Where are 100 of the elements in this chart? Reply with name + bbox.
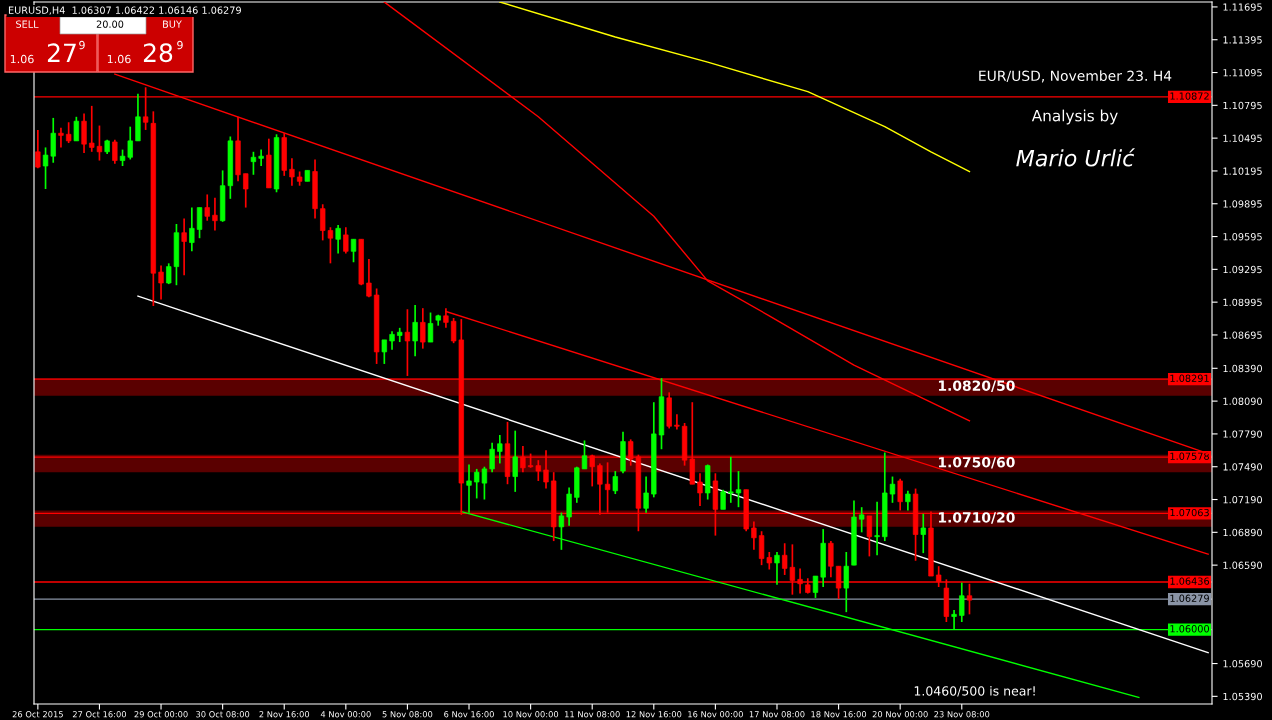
candlestick	[812, 575, 819, 599]
ref-line-label: 1.06279	[1170, 594, 1209, 602]
y-tick-label: 1.08695	[1223, 331, 1262, 339]
candlestick	[728, 456, 734, 504]
candlestick	[774, 551, 780, 586]
y-tick-label: 1.10495	[1223, 134, 1262, 142]
x-tick-label: 6 Nov 16:00	[444, 711, 494, 718]
ref-line-label: 1.08291	[1170, 374, 1209, 382]
y-tick-label: 1.05390	[1223, 692, 1262, 701]
annotation: 1.0460/500 is near!	[914, 685, 1035, 697]
text: 1.06	[10, 54, 34, 64]
candlestick	[81, 112, 87, 154]
x-tick-label: 17 Nov 08:00	[749, 711, 805, 718]
candlestick	[735, 470, 742, 509]
candlestick	[243, 172, 249, 209]
line-series	[499, 2, 971, 173]
candlestick	[674, 413, 680, 431]
candlestick	[512, 429, 518, 493]
annotation: SELL	[16, 20, 39, 28]
y-tick-label: 1.11395	[1223, 36, 1262, 44]
candlestick	[212, 196, 218, 232]
candlestick	[920, 512, 926, 554]
candlestick	[65, 121, 72, 144]
candlestick	[343, 226, 349, 255]
y-tick-label: 1.10795	[1223, 101, 1262, 110]
candlestick	[843, 551, 849, 613]
ref-line-label: 1.07063	[1170, 508, 1209, 517]
annotation: 28	[143, 43, 173, 63]
x-tick-label: 23 Nov 08:00	[934, 711, 990, 718]
annotation: 9	[79, 40, 85, 50]
candlestick	[427, 311, 434, 343]
text: Analysis by	[1031, 109, 1118, 125]
annotation: Mario Urlić	[1016, 148, 1136, 167]
candlestick	[859, 506, 865, 534]
x-tick-label: 26 Oct 2015	[12, 711, 63, 718]
y-tick-label: 1.11695	[1223, 3, 1262, 11]
ref-line-label: 1.06436	[1170, 577, 1210, 585]
candlestick	[489, 441, 495, 474]
candlestick	[420, 307, 426, 350]
band-label: 1.0710/20	[938, 512, 1015, 524]
y-tick-label: 1.09295	[1223, 265, 1262, 274]
x-tick-label: 29 Oct 00:00	[134, 711, 188, 718]
x-tick-label: 5 Nov 08:00	[382, 711, 433, 718]
candlestick	[566, 486, 572, 527]
y-tick-label: 1.09895	[1223, 200, 1262, 208]
candlestick	[73, 115, 80, 142]
candlestick	[204, 193, 210, 222]
candlestick	[196, 206, 203, 240]
candlestick	[58, 126, 64, 149]
candlestick	[181, 217, 187, 277]
candlestick	[389, 330, 395, 351]
x-tick-label: 2 Nov 16:00	[259, 711, 310, 718]
candlestick	[897, 477, 903, 512]
x-tick-label: 18 Nov 16:00	[811, 711, 867, 718]
y-tick-label: 1.05690	[1223, 660, 1262, 668]
x-tick-label: 16 Nov 00:00	[688, 711, 743, 718]
x-tick-label: 27 Oct 16:00	[72, 711, 127, 718]
candlestick	[828, 540, 834, 578]
candlestick	[959, 581, 965, 623]
x-tick-label: 30 Oct 08:00	[196, 711, 250, 718]
candlestick	[643, 475, 649, 514]
annotation: 9	[177, 40, 183, 50]
x-tick-label: 10 Nov 00:00	[503, 711, 559, 718]
candlestick	[751, 520, 757, 551]
candlestick	[189, 206, 195, 253]
candlestick	[697, 472, 703, 507]
candlestick	[581, 439, 588, 470]
annotation: EURUSD,H4 1.06307 1.06422 1.06146 1.06279	[8, 6, 241, 15]
candlestick	[497, 434, 503, 465]
candlestick	[112, 138, 118, 165]
y-tick-label: 1.11095	[1223, 69, 1262, 77]
x-tick-label: 12 Nov 16:00	[626, 711, 682, 718]
band-label: 1.0750/60	[938, 456, 1015, 469]
y-tick-label: 1.06590	[1223, 561, 1262, 569]
candlestick	[35, 129, 41, 170]
ref-line-label: 1.10872	[1170, 92, 1209, 100]
y-tick-label: 1.08995	[1223, 298, 1262, 306]
ref-line-label: 1.06000	[1170, 625, 1209, 633]
y-tick-label: 1.07790	[1223, 430, 1262, 438]
x-tick-label: 20 Nov 00:00	[872, 711, 928, 718]
band-label: 1.0820/50	[938, 380, 1015, 393]
candlestick	[905, 489, 911, 512]
ref-line-label: 1.07578	[1170, 452, 1209, 460]
candlestick	[720, 488, 726, 511]
y-tick-label: 1.08090	[1223, 397, 1262, 405]
annotation: 1.06	[107, 54, 131, 64]
x-tick-label: 11 Nov 08:00	[565, 711, 620, 718]
candlestick	[335, 224, 341, 255]
y-tick-label: 1.08390	[1223, 364, 1262, 373]
candlestick	[612, 470, 618, 495]
y-tick-label: 1.06890	[1223, 528, 1262, 537]
candlestick	[874, 500, 880, 557]
candlestick	[250, 150, 257, 176]
text: EUR/USD, November 23. H4	[979, 70, 1172, 83]
annotation: BUY	[163, 20, 182, 28]
candlestick	[412, 304, 418, 358]
y-tick-label: 1.07190	[1223, 496, 1262, 504]
y-tick-label: 1.10195	[1223, 167, 1262, 175]
x-tick-label: 4 Nov 00:00	[320, 711, 371, 718]
y-tick-label: 1.07490	[1223, 463, 1262, 471]
